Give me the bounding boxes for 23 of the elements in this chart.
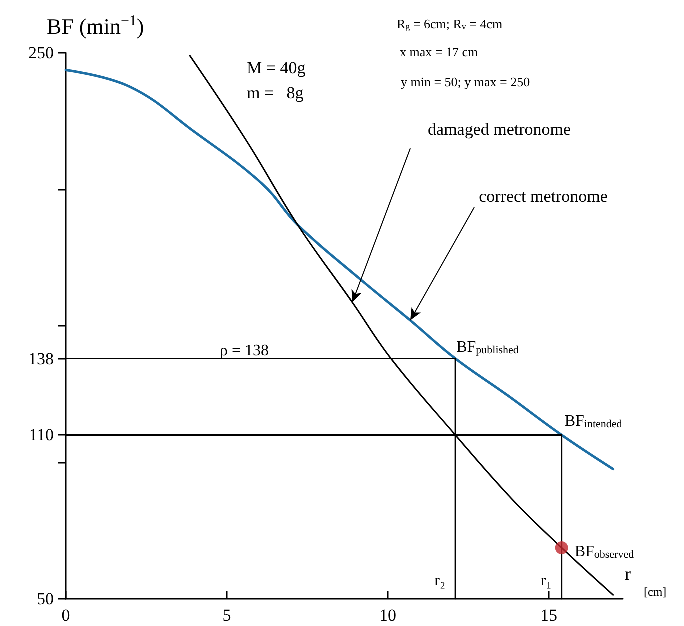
x-tick-label: 15	[540, 606, 558, 625]
annotation: r₁	[540, 572, 552, 590]
y-tick-label: 138	[28, 349, 54, 368]
annotation: ρ = 138	[220, 342, 269, 360]
annotation: M = 40g	[247, 58, 306, 78]
y-tick-label: 50	[37, 590, 54, 608]
annotation: correct metronome	[479, 187, 608, 206]
annotation: r₂	[434, 572, 446, 590]
y-tick-label: 250	[28, 44, 54, 62]
annotation: y min = 50; y max = 250	[401, 74, 530, 90]
x-tick-label: 10	[379, 606, 396, 625]
y-tick-label: 110	[29, 426, 54, 445]
annotation: damaged metronome	[428, 120, 572, 140]
annotation: x max = 17 cm	[400, 44, 478, 60]
annotation: m = 8g	[247, 84, 304, 102]
text: [cm]	[644, 585, 667, 599]
x-axis-title: r	[625, 564, 631, 584]
text: Rg = 6cm; Rv = 4cm	[397, 16, 503, 32]
x-tick-label: 0	[62, 606, 70, 625]
annotation: BFintended	[564, 413, 623, 431]
annotation: BFpublished	[456, 338, 520, 356]
annotation: BFobserved	[574, 543, 635, 561]
x-tick-label: 5	[222, 606, 232, 625]
